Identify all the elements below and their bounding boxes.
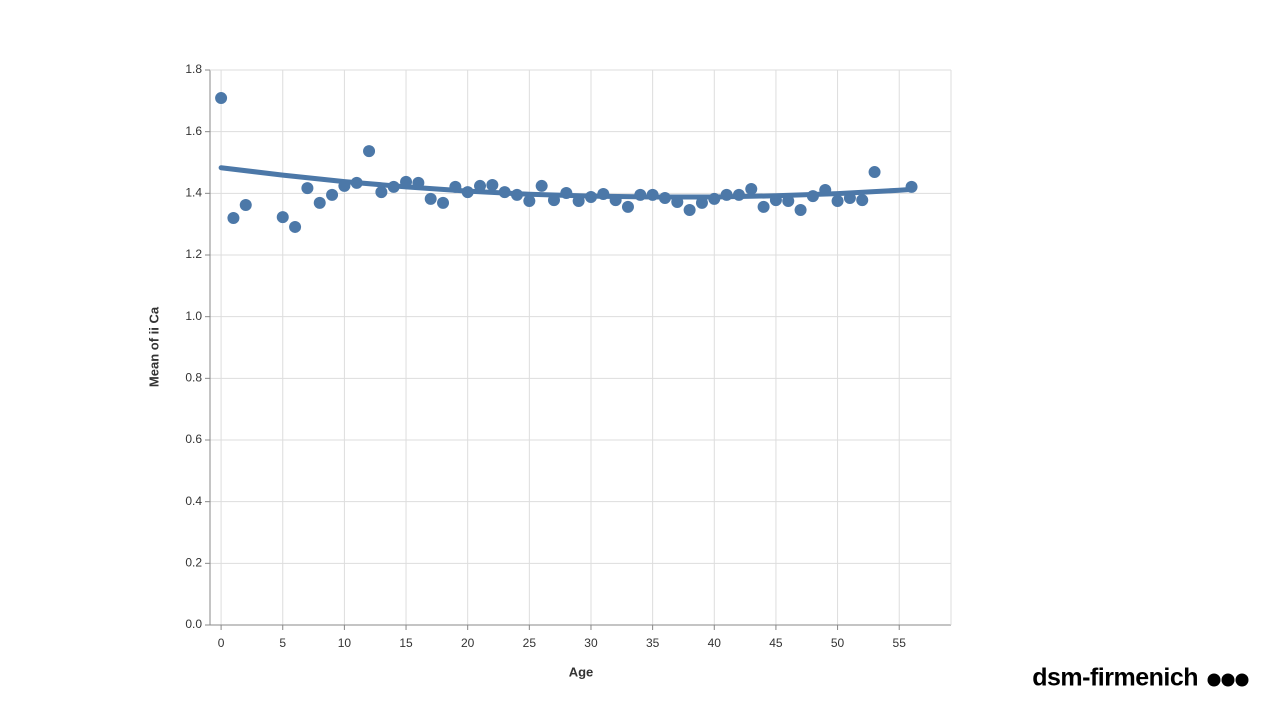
y-tick-label: 1.4 <box>185 186 202 200</box>
x-axis-title: Age <box>569 664 594 679</box>
y-tick-label: 1.6 <box>185 124 202 138</box>
x-tick-label: 10 <box>338 636 352 650</box>
logo-text: dsm-firmenich <box>1032 664 1198 692</box>
point <box>375 186 388 199</box>
point <box>609 194 622 207</box>
point <box>486 179 499 192</box>
logo-dots <box>1207 673 1249 687</box>
x-tick-label: 30 <box>584 636 598 650</box>
point <box>498 186 511 199</box>
y-tick-label: 0.4 <box>185 494 202 508</box>
x-tick-label: 20 <box>461 636 475 650</box>
point <box>474 179 487 192</box>
point <box>843 191 856 204</box>
point <box>400 175 413 188</box>
y-tick-label: 1.0 <box>185 309 202 323</box>
x-tick-label: 25 <box>523 636 537 650</box>
y-tick-label: 1.2 <box>185 247 202 261</box>
y-tick-label: 0.2 <box>185 556 202 570</box>
point <box>547 194 560 207</box>
point <box>301 182 314 195</box>
x-tick-label: 35 <box>646 636 660 650</box>
point <box>535 179 548 192</box>
point <box>227 212 240 224</box>
point <box>313 196 326 209</box>
point <box>782 195 795 208</box>
point <box>671 195 684 208</box>
point <box>769 194 782 207</box>
point <box>720 188 733 201</box>
point <box>350 176 363 189</box>
point <box>597 187 610 200</box>
point <box>819 183 832 196</box>
point <box>424 192 437 205</box>
point <box>634 188 647 201</box>
point <box>239 199 252 212</box>
point <box>437 196 450 209</box>
point <box>338 179 351 192</box>
point <box>289 220 302 233</box>
point <box>806 190 819 203</box>
point <box>363 145 376 158</box>
point <box>732 188 745 201</box>
y-tick-label: 0.6 <box>185 432 202 446</box>
point <box>794 203 807 216</box>
point <box>215 92 228 105</box>
x-tick-label: 55 <box>893 636 907 650</box>
point <box>658 191 671 204</box>
point <box>449 180 462 193</box>
point <box>905 180 918 193</box>
x-tick-label: 50 <box>831 636 845 650</box>
x-tick-label: 0 <box>218 636 225 650</box>
point <box>461 186 474 199</box>
point <box>621 200 634 213</box>
point <box>708 192 721 205</box>
y-axis-title: Mean of ii Ca <box>146 306 161 387</box>
y-tick-label: 1.8 <box>185 62 202 76</box>
point <box>757 200 770 213</box>
point <box>831 195 844 208</box>
point <box>560 187 573 200</box>
point <box>276 211 289 224</box>
point <box>745 183 758 196</box>
point <box>511 188 524 201</box>
y-tick-label: 0.0 <box>185 617 202 631</box>
point <box>326 188 339 201</box>
point <box>412 176 425 189</box>
point <box>646 188 659 201</box>
point <box>584 191 597 204</box>
point <box>387 180 400 193</box>
point <box>695 196 708 209</box>
x-tick-label: 15 <box>399 636 413 650</box>
x-tick-label: 45 <box>769 636 783 650</box>
point <box>523 195 536 208</box>
point <box>683 203 696 216</box>
point <box>856 194 869 207</box>
point <box>868 166 881 179</box>
point <box>572 195 585 208</box>
x-tick-label: 5 <box>279 636 286 650</box>
y-tick-label: 0.8 <box>185 371 202 385</box>
x-tick-label: 40 <box>708 636 722 650</box>
